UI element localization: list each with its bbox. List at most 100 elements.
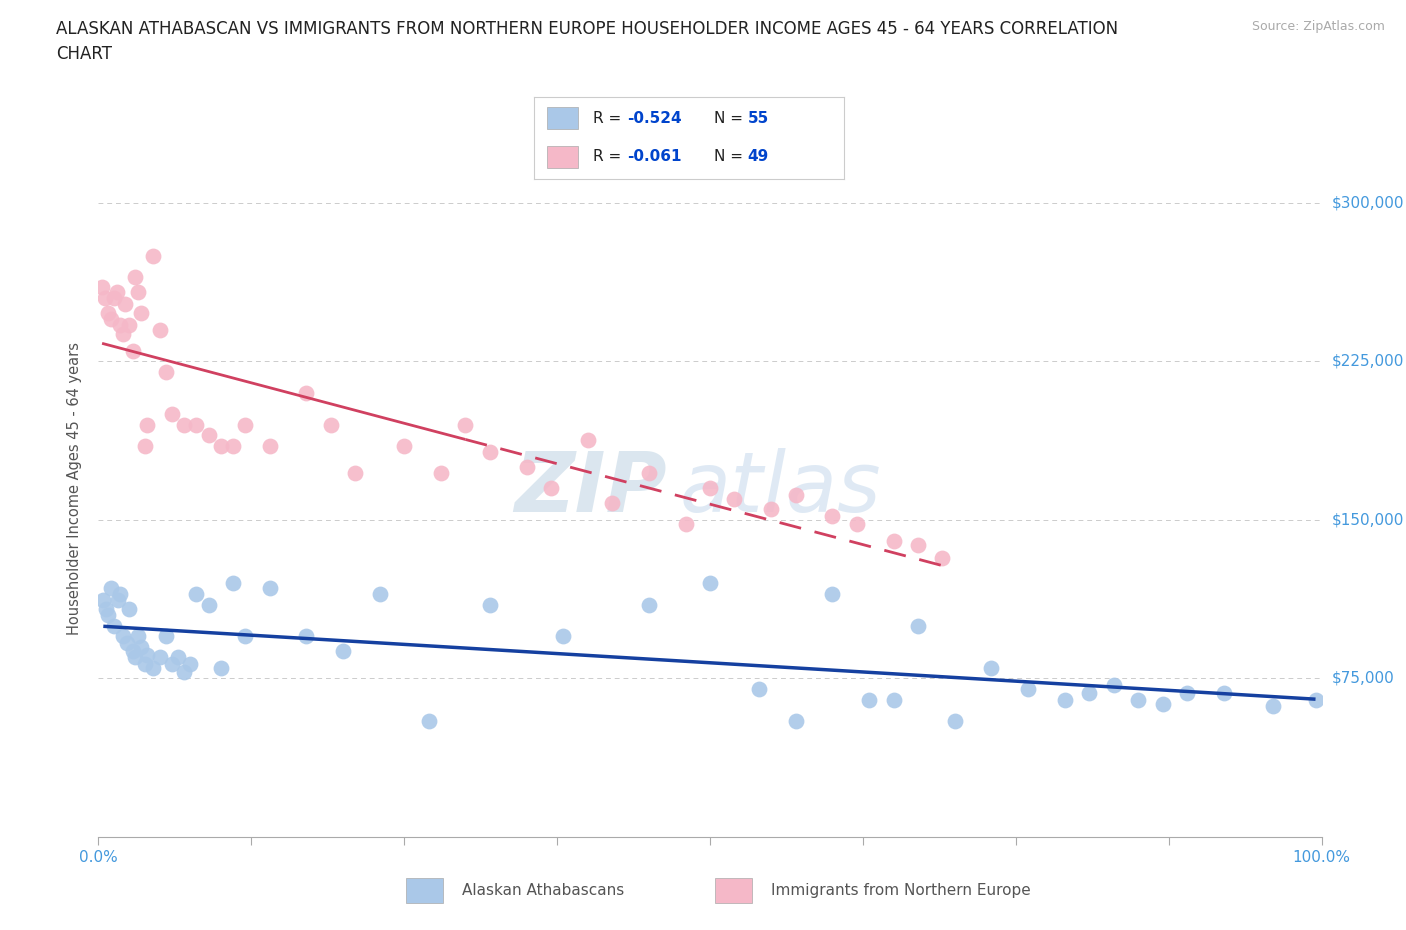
Point bbox=[186, 418, 208, 432]
Y-axis label: Householder Income Ages 45 - 64 years: Householder Income Ages 45 - 64 years bbox=[67, 341, 83, 635]
Point bbox=[155, 629, 177, 644]
Text: N =: N = bbox=[714, 111, 748, 126]
Point bbox=[97, 305, 120, 320]
Point bbox=[344, 466, 367, 481]
Point bbox=[478, 445, 501, 459]
Text: -0.524: -0.524 bbox=[627, 111, 682, 126]
Point bbox=[907, 538, 929, 552]
Point bbox=[699, 481, 721, 496]
Bar bbox=[547, 146, 578, 168]
Point bbox=[167, 650, 190, 665]
Point bbox=[332, 644, 354, 658]
Point bbox=[124, 270, 146, 285]
Text: -0.061: -0.061 bbox=[627, 150, 682, 165]
Text: 49: 49 bbox=[748, 150, 769, 165]
Point bbox=[142, 248, 165, 263]
Point bbox=[121, 343, 143, 358]
Point bbox=[1102, 677, 1125, 692]
Point bbox=[259, 580, 281, 595]
Point bbox=[1128, 692, 1150, 707]
Point bbox=[93, 290, 115, 305]
Text: ALASKAN ATHABASCAN VS IMMIGRANTS FROM NORTHERN EUROPE HOUSEHOLDER INCOME AGES 45: ALASKAN ATHABASCAN VS IMMIGRANTS FROM NO… bbox=[56, 20, 1118, 38]
Text: $75,000: $75,000 bbox=[1331, 671, 1395, 686]
Point bbox=[103, 290, 125, 305]
Point bbox=[149, 323, 172, 338]
Point bbox=[127, 629, 149, 644]
Point bbox=[943, 713, 966, 728]
Point bbox=[392, 439, 416, 454]
Point bbox=[173, 418, 195, 432]
Point bbox=[118, 318, 141, 333]
Point bbox=[103, 618, 125, 633]
Point bbox=[576, 432, 599, 447]
Point bbox=[110, 318, 132, 333]
Point bbox=[553, 629, 575, 644]
Point bbox=[155, 365, 177, 379]
Point bbox=[785, 487, 807, 502]
Point bbox=[1053, 692, 1076, 707]
Point bbox=[129, 305, 152, 320]
Point bbox=[233, 418, 256, 432]
Point bbox=[980, 660, 1002, 675]
Point bbox=[600, 496, 623, 511]
Text: 55: 55 bbox=[748, 111, 769, 126]
Point bbox=[100, 312, 122, 326]
Point bbox=[1078, 685, 1101, 700]
Point bbox=[478, 597, 501, 612]
Point bbox=[1261, 698, 1284, 713]
Point bbox=[97, 607, 120, 622]
Point bbox=[142, 660, 165, 675]
Text: CHART: CHART bbox=[56, 45, 112, 62]
Point bbox=[295, 386, 318, 401]
Point bbox=[209, 660, 232, 675]
Point bbox=[209, 439, 232, 454]
Point bbox=[160, 406, 183, 421]
Point bbox=[1017, 682, 1039, 697]
Point bbox=[1152, 697, 1174, 711]
Text: R =: R = bbox=[593, 150, 626, 165]
Point bbox=[105, 285, 128, 299]
Point bbox=[94, 602, 117, 617]
Point bbox=[100, 580, 122, 595]
Point bbox=[368, 587, 391, 602]
Text: $150,000: $150,000 bbox=[1331, 512, 1403, 527]
Point bbox=[418, 713, 440, 728]
Point bbox=[1175, 685, 1198, 700]
Text: R =: R = bbox=[593, 111, 626, 126]
Text: $225,000: $225,000 bbox=[1331, 354, 1403, 369]
Text: Alaskan Athabascans: Alaskan Athabascans bbox=[461, 883, 624, 898]
Point bbox=[259, 439, 281, 454]
Point bbox=[179, 657, 201, 671]
Point bbox=[197, 597, 219, 612]
Point bbox=[111, 629, 134, 644]
Point bbox=[540, 481, 562, 496]
Point bbox=[186, 587, 208, 602]
Bar bbox=[547, 107, 578, 129]
Point bbox=[149, 650, 172, 665]
Point bbox=[1212, 685, 1234, 700]
Point bbox=[222, 439, 245, 454]
Text: ZIP: ZIP bbox=[515, 447, 668, 529]
Point bbox=[858, 692, 880, 707]
Text: Source: ZipAtlas.com: Source: ZipAtlas.com bbox=[1251, 20, 1385, 33]
Point bbox=[160, 657, 183, 671]
Point bbox=[129, 639, 152, 654]
Point bbox=[222, 576, 245, 591]
Point bbox=[1305, 692, 1327, 707]
Point bbox=[761, 502, 783, 517]
Point bbox=[295, 629, 318, 644]
Text: N =: N = bbox=[714, 150, 748, 165]
Point bbox=[115, 635, 138, 650]
Point bbox=[134, 657, 156, 671]
Point bbox=[723, 491, 745, 506]
Point bbox=[748, 682, 770, 697]
Text: atlas: atlas bbox=[679, 447, 882, 529]
Point bbox=[699, 576, 721, 591]
Point bbox=[107, 592, 129, 607]
Point bbox=[319, 418, 342, 432]
Bar bbox=[406, 878, 443, 903]
Point bbox=[197, 428, 219, 443]
Bar bbox=[716, 878, 752, 903]
Point bbox=[233, 629, 256, 644]
Point bbox=[136, 648, 159, 663]
